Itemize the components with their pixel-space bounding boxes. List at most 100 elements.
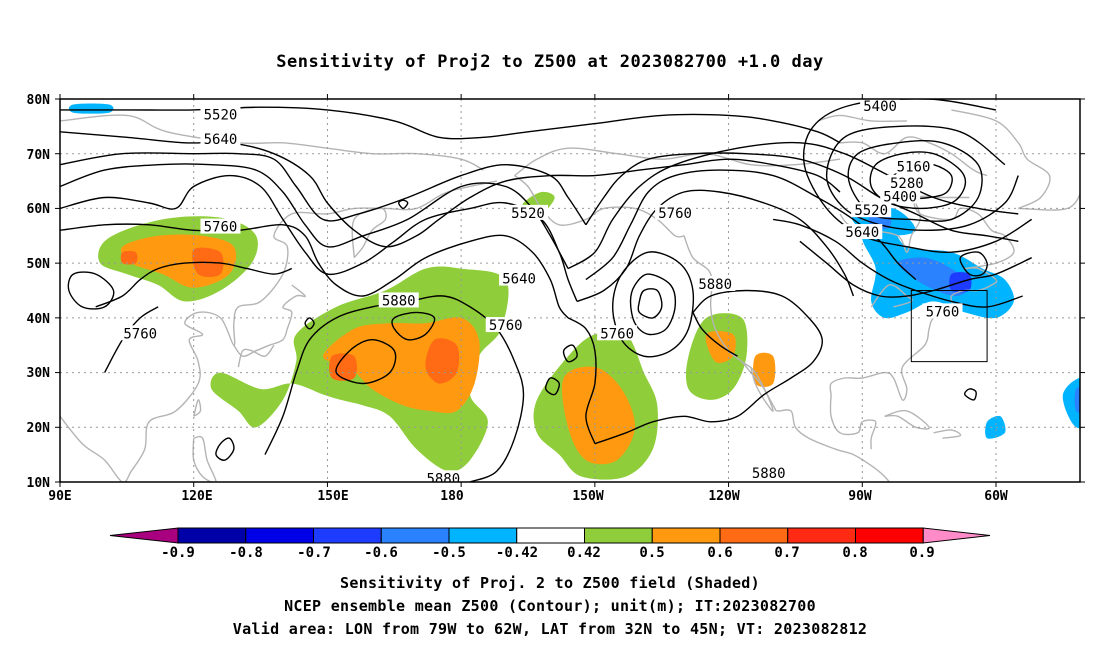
z500-contour-line	[869, 151, 967, 210]
lon-tick-label: 90E	[48, 489, 71, 504]
longitude-axis-labels: 90E 120E 150E 180 150W 120W 90W 60W	[48, 489, 1008, 504]
contour-label-backing	[748, 464, 789, 480]
colorbar-tick-label: -0.42	[496, 545, 538, 561]
z500-contour-line	[567, 317, 597, 444]
contour-label-backing	[485, 317, 526, 333]
contour-value-label: 5520	[511, 206, 545, 222]
contour-label-backing	[200, 106, 241, 122]
colorbar-segment	[313, 527, 382, 544]
contour-value-label: 5520	[854, 203, 888, 219]
z500-contour-line	[398, 199, 409, 210]
colorbar-tick-label: 0.8	[842, 545, 867, 561]
lat-tick-label: 30N	[27, 366, 51, 381]
sensitivity-shade-patch	[329, 353, 357, 381]
z500-contour-line	[629, 273, 677, 336]
z500-contour-line	[959, 251, 988, 277]
contour-value-label: 5760	[926, 304, 960, 320]
sensitivity-shade-patch	[120, 250, 138, 265]
map-frame-border	[59, 98, 1081, 483]
coastline-segment	[1018, 192, 1080, 211]
coastline-segment	[193, 399, 202, 417]
contour-label-backing	[200, 218, 241, 234]
colorbar-tick-label: -0.9	[161, 545, 195, 561]
colorbar-segment	[651, 527, 721, 544]
lon-tick-label: 180	[440, 489, 464, 504]
z500-contour-line	[825, 125, 1019, 231]
colorbar-segment	[245, 527, 314, 544]
contour-label-backing	[922, 303, 963, 319]
colorbar-tick-label: -0.6	[364, 545, 398, 561]
contour-value-label: 5880	[426, 471, 460, 487]
contour-label-backing	[508, 204, 548, 220]
z500-contour-line	[562, 344, 578, 363]
coastline-segment	[683, 235, 891, 482]
contour-label-backing	[120, 325, 161, 341]
coastline-segment	[884, 409, 930, 430]
latitude-axis-labels: 80N 70N 60N 50N 40N 30N 20N 10N	[27, 93, 51, 491]
contour-value-label: 5640	[502, 272, 536, 288]
z500-contour-line	[585, 152, 1019, 242]
colorbar-segment	[448, 527, 518, 544]
lat-tick-label: 10N	[27, 476, 51, 491]
contour-label-backing	[597, 325, 638, 341]
contour-value-label: 5760	[658, 206, 692, 222]
colorbar-segment	[516, 527, 585, 544]
lat-tick-label: 20N	[27, 421, 51, 436]
colorbar-segment	[177, 527, 247, 544]
z500-contour-line	[95, 261, 293, 308]
z500-contour-line	[847, 139, 983, 222]
lat-tick-label: 70N	[27, 148, 51, 163]
z500-contour-line	[567, 141, 1019, 270]
z500-contour-line	[799, 240, 1032, 298]
colorbar-segment	[584, 527, 653, 544]
colorbar-segment	[719, 527, 789, 544]
z500-contour-line	[391, 311, 436, 341]
colorbar-tick-label: 0.42	[567, 545, 601, 561]
sensitivity-shade-patch	[1074, 386, 1080, 414]
colorbar-labels: -0.9 -0.8 -0.7 -0.6 -0.5 -0.42 0.42 0.5 …	[161, 545, 935, 561]
coastline-segment	[351, 207, 387, 259]
coastline-segment	[817, 114, 907, 122]
sensitivity-shade-patch	[561, 366, 636, 465]
z500-contour-line	[964, 388, 977, 401]
contour-label-backing	[860, 99, 901, 114]
colorbar-tick-label: -0.5	[432, 545, 466, 561]
contour-label-backing	[499, 270, 540, 286]
colorbar-tick-label: 0.5	[639, 545, 664, 561]
lon-tick-label: 90W	[848, 489, 872, 504]
colorbar-segment	[380, 527, 450, 544]
lat-tick-label: 50N	[27, 257, 51, 272]
z500-contour-line	[67, 271, 115, 310]
sensitivity-shade-patch	[68, 103, 114, 114]
caption-line-contour: NCEP ensemble mean Z500 (Contour); unit(…	[284, 597, 816, 615]
colorbar-tick-label: -0.8	[229, 545, 263, 561]
z500-contour-line	[692, 312, 738, 357]
contour-value-label: 5880	[698, 277, 732, 293]
contour-label-backing	[851, 202, 892, 218]
sensitivity-shade-patch	[985, 415, 1006, 439]
contour-value-label: 5400	[883, 189, 917, 205]
colorbar-tick-label: -0.7	[297, 545, 331, 561]
contour-label-backing	[695, 276, 736, 292]
caption-line-shading: Sensitivity of Proj. 2 to Z500 field (Sh…	[340, 574, 760, 592]
contour-label-backing	[886, 174, 927, 190]
contour-value-label: 5760	[204, 220, 238, 236]
lon-tick-label: 150E	[317, 489, 348, 504]
colorbar-segment	[787, 527, 856, 544]
contour-label-backing	[655, 204, 696, 220]
z500-contour-line	[60, 152, 587, 226]
z500-contour-line	[215, 437, 235, 461]
contour-label-backing	[200, 131, 241, 147]
coastline-segment	[829, 394, 877, 450]
lat-tick-label: 40N	[27, 312, 51, 327]
sensitivity-shade-patch	[753, 352, 776, 387]
contour-value-label: 5640	[845, 225, 879, 241]
contour-label-backing	[423, 470, 464, 482]
z500-contour-line	[585, 169, 917, 281]
z500-contour-line	[772, 218, 1023, 308]
coastline-segment	[951, 109, 1051, 210]
colorbar	[109, 527, 991, 544]
colorbar-segment	[855, 527, 924, 544]
contour-value-label: 5760	[123, 326, 157, 342]
